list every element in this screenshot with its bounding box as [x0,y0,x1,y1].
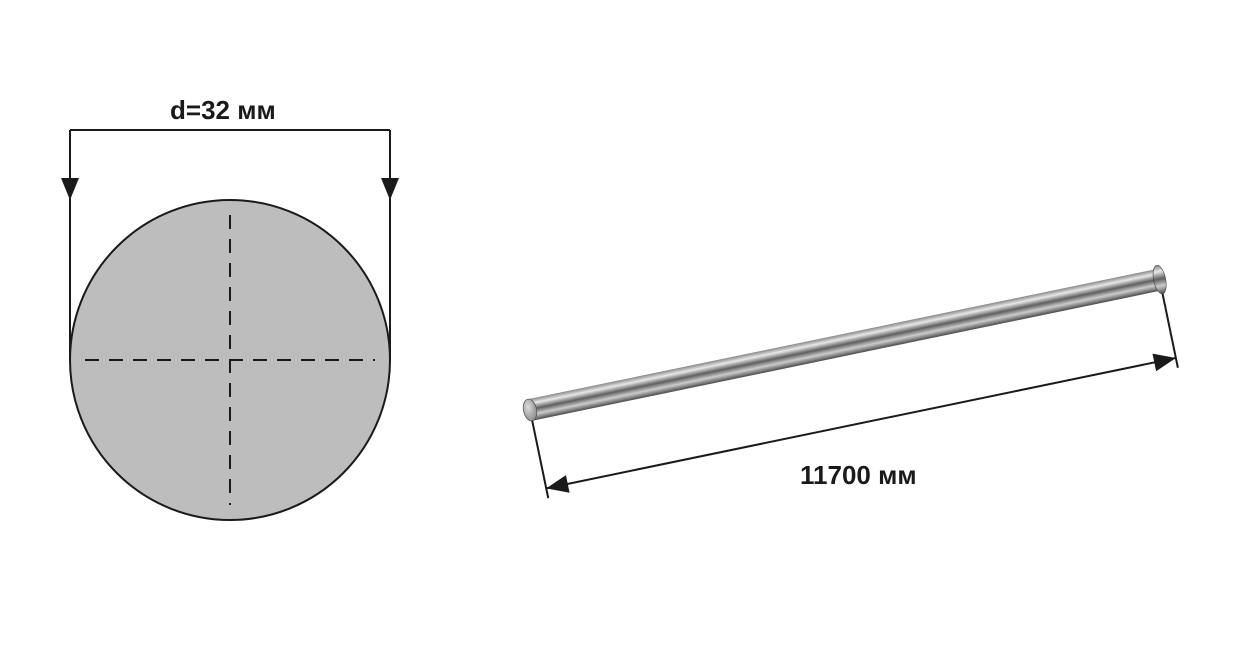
rod-body [528,269,1162,421]
diameter-label: d=32 мм [170,95,276,126]
rod-side-view [480,180,1220,600]
technical-diagram: d=32 мм [0,0,1240,660]
length-label: 11700 мм [800,460,917,491]
